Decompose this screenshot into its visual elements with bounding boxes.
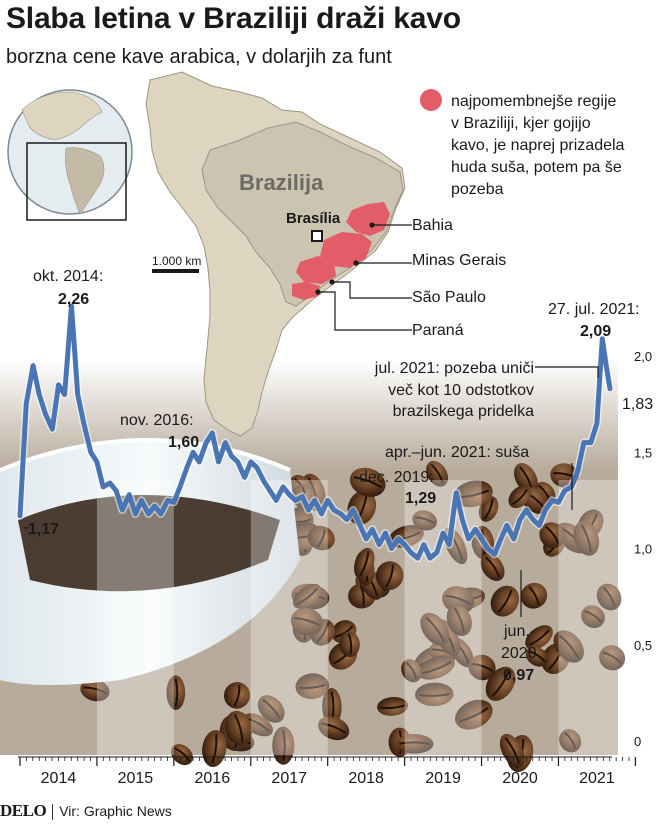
y-axis: 0 0,5 1,0 1,5 2,0 bbox=[634, 349, 652, 749]
coffee-beans-photo bbox=[0, 360, 636, 773]
brasilia-label: Brasília bbox=[286, 210, 341, 227]
chart-annotations: 1,17 okt. 2014: 2,26 nov. 2016: 1,60 dec… bbox=[24, 268, 653, 684]
label-peak-2021-value: 2,09 bbox=[580, 323, 611, 340]
label-jun-2020-year: 2020 bbox=[501, 645, 537, 662]
globe-south-america bbox=[65, 147, 105, 215]
publisher-logo: DELO bbox=[0, 801, 47, 820]
y-tick-label: 2,0 bbox=[634, 349, 652, 364]
year-band bbox=[558, 480, 636, 755]
x-tick-label: 2019 bbox=[425, 770, 461, 787]
brasilia-marker bbox=[311, 230, 323, 242]
legend-line-3: kavo, je naprej prizadela bbox=[451, 137, 625, 154]
label-jun-2020-value: 0,97 bbox=[503, 667, 534, 684]
globe-inset bbox=[7, 89, 133, 221]
page-subtitle: borzna cene kave arabica, v dolarjih za … bbox=[6, 46, 392, 68]
legend-line-1: najpomembnejše regije bbox=[451, 93, 617, 110]
y-tick-label: 0 bbox=[634, 734, 641, 749]
frost-text-line-1: jul. 2021: pozeba uniči bbox=[374, 360, 534, 377]
series-line bbox=[17, 303, 613, 561]
legend-line-5: pozeba bbox=[451, 181, 504, 198]
region-label-sao-paulo: São Paulo bbox=[412, 289, 486, 306]
label-start-value: 1,17 bbox=[28, 521, 59, 538]
label-peak-2016-date: nov. 2016: bbox=[120, 412, 194, 429]
x-tick-label: 2014 bbox=[41, 770, 77, 787]
globe-focus-box bbox=[26, 142, 127, 221]
coffee-cup-image bbox=[0, 438, 300, 685]
south-america-map: Brazilija Brasília Bahia Minas Gerais Sã… bbox=[145, 71, 506, 437]
y-tick-label: 1,5 bbox=[634, 445, 652, 460]
region-label-parana: Paraná bbox=[412, 322, 464, 339]
brazil-label: Brazilija bbox=[239, 170, 324, 195]
scale-label: 1.000 km bbox=[152, 254, 201, 268]
label-peak-2014-date: okt. 2014: bbox=[33, 268, 103, 285]
label-dec-2019-date: dec. 2019: bbox=[359, 469, 434, 486]
source-credit: Vir: Graphic News bbox=[59, 803, 172, 819]
legend-line-4: huda suša, potem pa še bbox=[451, 159, 622, 176]
region-sao-paulo bbox=[296, 256, 336, 284]
footer: DELO Vir: Graphic News bbox=[0, 798, 660, 824]
x-tick-label: 2018 bbox=[348, 770, 384, 787]
x-tick-label: 2021 bbox=[579, 770, 615, 787]
label-dec-2019-value: 1,29 bbox=[405, 490, 436, 507]
price-series bbox=[16, 302, 614, 563]
year-band bbox=[404, 480, 482, 755]
coffee-regions bbox=[292, 202, 390, 300]
year-band bbox=[96, 480, 174, 755]
drought-text: apr.–jun. 2021: suša bbox=[385, 444, 529, 461]
region-parana bbox=[292, 282, 320, 300]
y-tick-label: 1,0 bbox=[634, 542, 652, 557]
map-legend: najpomembnejše regije v Braziliji, kjer … bbox=[420, 89, 625, 198]
region-label-bahia: Bahia bbox=[412, 217, 453, 234]
page-title: Slaba letina v Braziliji draži kavo bbox=[6, 2, 461, 35]
frost-leader-line bbox=[535, 366, 599, 378]
x-tick-label: 2015 bbox=[118, 770, 154, 787]
region-label-minas-gerais: Minas Gerais bbox=[412, 252, 506, 269]
x-tick-label: 2020 bbox=[502, 770, 538, 787]
label-peak-2016-value: 1,60 bbox=[168, 434, 199, 451]
legend-swatch bbox=[420, 89, 442, 111]
label-peak-2014-value: 2,26 bbox=[58, 291, 89, 308]
y-tick-label: 0,5 bbox=[634, 638, 652, 653]
label-end-value: 1,83 bbox=[622, 396, 653, 413]
region-minas-gerais bbox=[320, 232, 372, 268]
frost-text-line-3: brazilskega pridelka bbox=[393, 403, 535, 420]
label-peak-2021-date: 27. jul. 2021: bbox=[548, 301, 640, 318]
x-tick-label: 2016 bbox=[195, 770, 231, 787]
year-band bbox=[250, 480, 328, 755]
globe-north-america bbox=[21, 91, 103, 141]
x-tick-label: 2017 bbox=[271, 770, 307, 787]
region-bahia bbox=[346, 202, 390, 236]
x-axis: 2014 2015 2016 2017 2018 2019 2020 2021 bbox=[18, 756, 636, 787]
legend-line-2: v Braziliji, kjer gojijo bbox=[451, 115, 591, 132]
footer-separator bbox=[52, 804, 54, 821]
frost-text-line-2: več kot 10 odstotkov bbox=[388, 382, 534, 399]
label-jun-2020-month: jun. bbox=[503, 623, 530, 640]
